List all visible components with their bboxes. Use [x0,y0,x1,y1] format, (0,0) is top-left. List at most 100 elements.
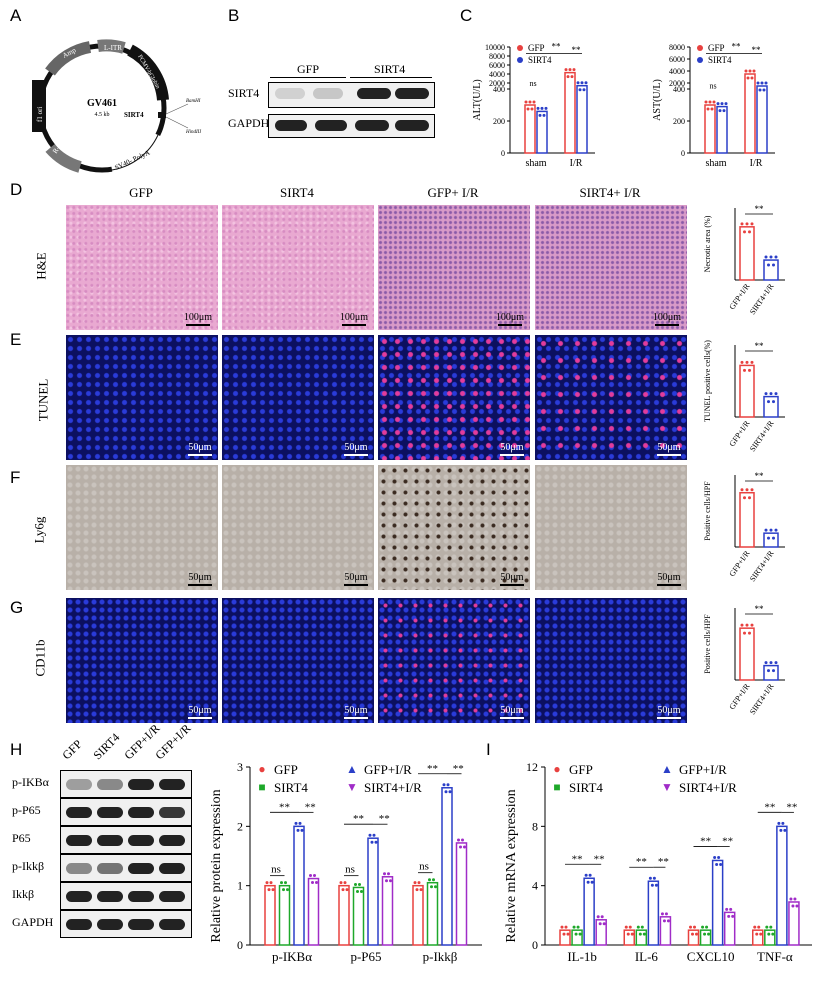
scale-bar: 50μm [188,442,212,456]
group-annot: ns [271,864,281,876]
micrograph-he-1: 100μm [222,205,374,330]
group-bar [776,825,788,946]
group-point [731,914,735,918]
group-point [596,915,600,919]
c-point [530,107,534,111]
group-point [783,828,787,832]
c-point [746,76,750,80]
c-point [578,88,582,92]
micrograph-cd11b-1: 50μm [222,598,374,723]
scale-bar: 50μm [657,442,681,456]
small-point [743,230,746,234]
c-point [566,75,570,79]
group-point [654,883,658,887]
group-point [701,925,705,929]
legend-label: SIRT4 [569,780,603,795]
c-point [582,88,586,92]
panel-label-a: A [10,6,22,25]
small-xtick: GFP+I/R [727,548,752,578]
group-bar [635,929,648,946]
micrograph-ly6g-3: 50μm [535,465,687,590]
group-point [432,878,435,882]
group-point [642,932,646,936]
group-point [387,872,390,876]
group-annot: ** [722,835,733,847]
c-legend-marker [697,57,703,63]
c-annot: ** [732,41,742,51]
group-annot: ns [419,861,429,873]
blotb-row-sirt4: SIRT4 [228,86,260,100]
c-ytick: 200 [493,117,505,126]
c-point [544,106,548,110]
c-legend-marker [517,57,523,63]
c-point [708,100,712,104]
group-point [640,925,644,929]
small-bar [739,491,755,548]
legend-marker: ▲ [661,762,673,776]
panel-label-d: D [10,180,23,199]
c-point [706,107,710,111]
c-ytick: 400 [673,85,685,94]
small-point [740,360,744,364]
group-point [791,904,795,908]
group-bar [699,929,712,946]
group-point [755,932,759,936]
blot-h-strip [60,770,192,798]
small-point [774,661,778,665]
group-point [300,828,304,832]
small-point [767,263,770,267]
micrograph-he-3: 100μm [535,205,687,330]
c-bar [576,84,588,154]
group-annot: ** [636,856,647,868]
small-point [748,496,751,500]
c-point [542,113,546,117]
c-annot: ** [552,41,562,51]
group-point [265,881,269,885]
group-point [383,872,386,876]
c-ytick: 10000 [485,43,505,52]
small-xtick: GFP+I/R [727,681,752,711]
c-point [710,107,714,111]
c-ytick: 8000 [669,43,685,52]
group-xtick: IL-1b [567,949,597,964]
micrograph-he-2: 100μm [378,205,530,330]
group-point [650,883,654,887]
legend-label: SIRT4 [274,780,308,795]
c-ytick: 2000 [669,79,685,88]
group-bar [571,929,583,946]
small-point [772,263,775,267]
group-point [341,888,345,892]
small-point [764,255,768,259]
c-point [584,81,588,85]
group-point [298,821,302,825]
group-point [358,882,361,886]
small-point [772,400,775,404]
group-point [280,881,283,885]
group-point [572,925,576,929]
micrograph-ly6g-1: 50μm [222,465,374,590]
legend-marker: ■ [258,780,265,794]
chart-h-protein: 0 1 2 3 Relative protein expression p-IKBα ns *… [209,760,482,964]
small-xtick: GFP+I/R [727,281,752,311]
group-annot: ns [345,864,355,876]
small-bar [739,627,755,681]
group-point [789,897,793,901]
c-point [570,75,574,79]
group-point [727,914,731,918]
c-legend-marker [517,45,523,51]
blot-h-strip [60,854,192,882]
c-legend-label: GFP [528,43,545,53]
group-bar [788,901,800,946]
c-point [532,100,536,104]
small-bar [763,532,779,548]
panel-label-h: H [10,740,23,759]
legend-label: SIRT4+I/R [679,780,737,795]
col-label-sirt4: SIRT4 [280,185,314,200]
group-point [311,881,314,885]
group-point [666,919,670,923]
c-annot: ns [709,81,716,90]
c-point [744,69,748,73]
group-annot: ** [427,763,438,775]
group-point [313,874,316,878]
